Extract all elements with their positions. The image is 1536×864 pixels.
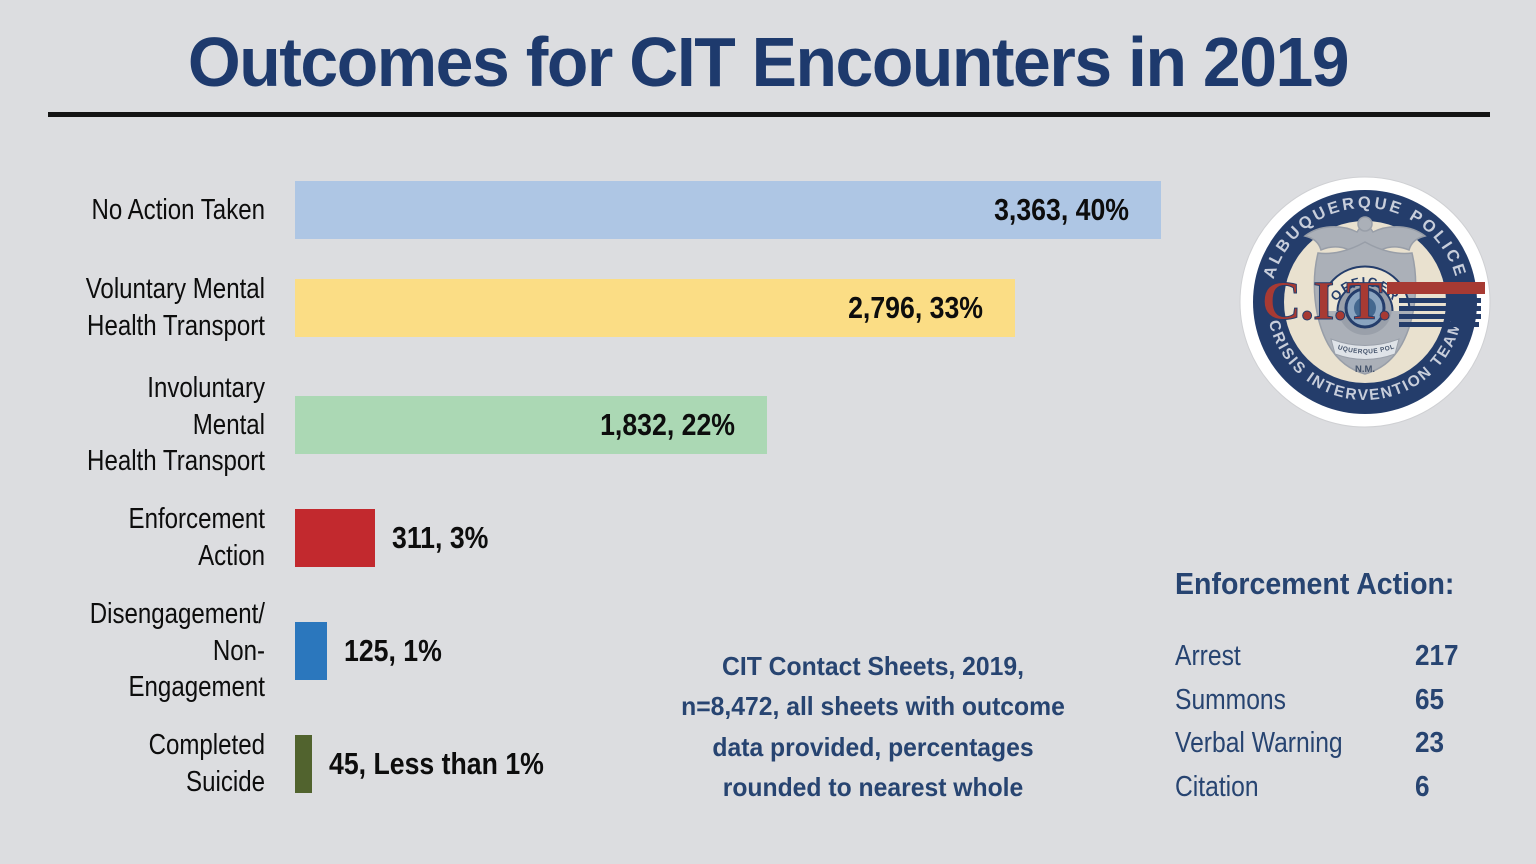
row-value: 23: [1415, 727, 1445, 760]
category-label: Enforcement Action: [128, 503, 265, 572]
category-label: Voluntary Mental Health Transport: [85, 273, 265, 342]
bar: [295, 509, 375, 567]
bar-value-label: 2,796, 33%: [848, 290, 983, 325]
category-label: Completed Suicide: [148, 729, 265, 798]
bar-value-label: 311, 3%: [392, 520, 489, 555]
bar-value-label: 3,363, 40%: [994, 192, 1129, 227]
page-title: Outcomes for CIT Encounters in 2019: [187, 23, 1350, 101]
badge-lower-ribbon: [1330, 338, 1400, 360]
cit-badge-icon: ALBUQUERQUE POLICE CRISIS INTERVENTION T…: [1239, 176, 1491, 428]
table-row: Summons 65: [1175, 679, 1505, 723]
enforcement-panel: Enforcement Action: Arrest 217 Summons 6…: [1175, 566, 1505, 809]
bar-value-label: 45, Less than 1%: [329, 746, 544, 781]
row-label: Citation: [1175, 770, 1259, 803]
bar: [295, 622, 327, 680]
table-row: Verbal Warning 23: [1175, 722, 1505, 766]
badge-officer-band: [1321, 267, 1409, 312]
table-row: Citation 6: [1175, 766, 1505, 810]
row-label: Summons: [1175, 683, 1286, 716]
bar-value-label: 1,832, 22%: [600, 407, 735, 442]
category-label: Disengagement/ Non-Engagement: [89, 598, 265, 704]
bar: [295, 279, 1015, 337]
badge-center-disc-inner: [1354, 297, 1376, 319]
enforcement-panel-title: Enforcement Action:: [1175, 566, 1455, 601]
row-value: 217: [1415, 640, 1459, 673]
category-label: No Action Taken: [91, 193, 266, 226]
title-divider: [48, 112, 1490, 117]
badge-stripes: [1387, 282, 1485, 327]
bar: [295, 396, 767, 454]
enforcement-table: Arrest 217 Summons 65 Verbal Warning 23 …: [1175, 635, 1505, 809]
table-row: Arrest 217: [1175, 635, 1505, 679]
badge-nm-text: N.M.: [1355, 364, 1375, 375]
row-value: 65: [1415, 683, 1445, 716]
row-label: Verbal Warning: [1175, 727, 1343, 760]
source-note: CIT Contact Sheets, 2019, n=8,472, all s…: [681, 651, 1065, 802]
category-label: Involuntary Mental Health Transport: [87, 372, 265, 478]
badge-cit-text: C.I.T.: [1262, 270, 1391, 331]
bar: [295, 181, 1161, 239]
bar: [295, 735, 312, 793]
row-label: Arrest: [1175, 640, 1241, 673]
bar-value-label: 125, 1%: [344, 633, 442, 668]
row-value: 6: [1415, 770, 1430, 803]
